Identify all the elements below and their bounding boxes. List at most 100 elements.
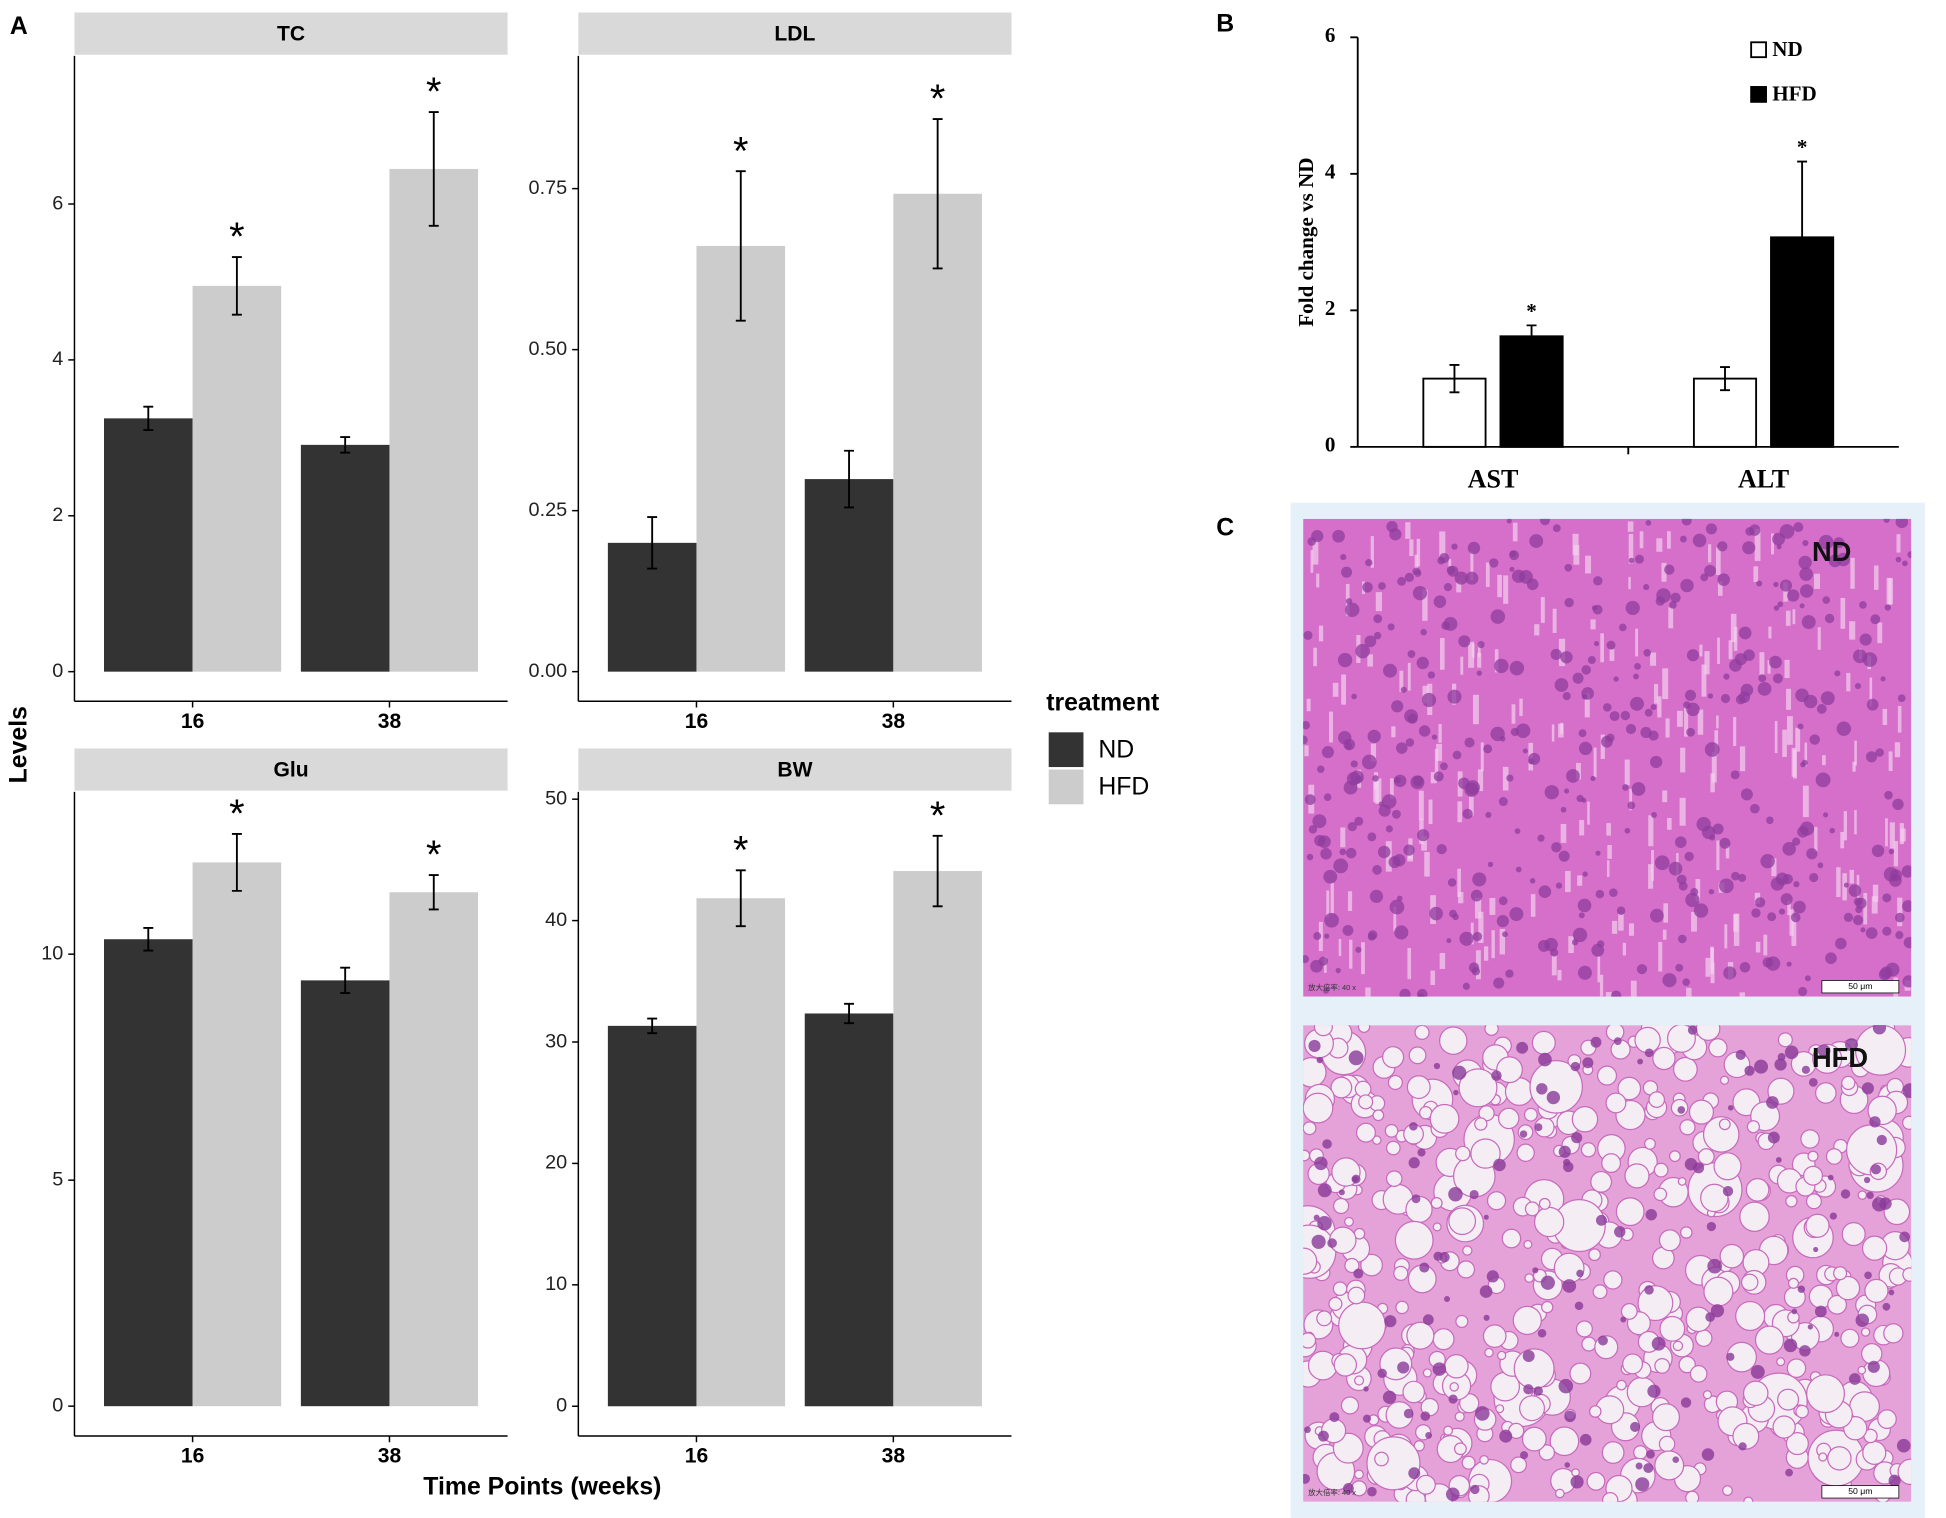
texture [1354, 1469, 1364, 1480]
texture [1469, 1189, 1479, 1200]
texture [1303, 955, 1310, 964]
texture [1902, 1115, 1912, 1130]
texture [1862, 1440, 1887, 1465]
texture [1403, 844, 1415, 856]
texture [1814, 1082, 1837, 1104]
texture [1489, 897, 1496, 915]
texture [1630, 980, 1637, 997]
texture [1407, 650, 1416, 658]
error-bar [735, 869, 746, 928]
x-tick-label: ALT [1738, 465, 1789, 494]
texture [1389, 899, 1405, 915]
texture [1516, 1143, 1535, 1162]
texture [1827, 1174, 1834, 1181]
texture [1365, 559, 1373, 567]
texture [1773, 581, 1779, 588]
texture [1393, 774, 1407, 788]
texture [1523, 1107, 1538, 1122]
texture [1454, 1411, 1465, 1422]
texture [1391, 700, 1404, 713]
texture [1457, 801, 1463, 823]
texture [1680, 747, 1686, 773]
texture [1378, 804, 1391, 817]
texture [1647, 1384, 1661, 1398]
texture [1711, 752, 1717, 783]
texture [1367, 832, 1377, 842]
texture [1425, 1431, 1433, 1439]
texture [1538, 939, 1550, 952]
texture [1475, 1406, 1490, 1421]
texture [1340, 554, 1347, 561]
texture [1377, 845, 1391, 859]
texture [1303, 721, 1311, 730]
texture [1578, 912, 1585, 919]
texture [1538, 885, 1552, 899]
texture [1324, 912, 1339, 928]
texture [1662, 668, 1669, 700]
texture [1622, 1353, 1644, 1375]
texture [1833, 1266, 1848, 1281]
texture [1793, 750, 1798, 779]
texture [1746, 1120, 1760, 1134]
texture [1829, 1212, 1837, 1220]
texture [1372, 1109, 1385, 1122]
texture [1814, 826, 1818, 852]
texture [1846, 672, 1851, 692]
texture [1362, 581, 1373, 593]
texture [1776, 1357, 1786, 1367]
texture [1549, 1426, 1580, 1457]
texture [1321, 746, 1334, 759]
texture [1668, 1150, 1681, 1163]
texture [1712, 823, 1724, 835]
texture [1902, 975, 1912, 988]
texture [1378, 801, 1384, 807]
texture [1588, 1405, 1602, 1418]
texture [1382, 1046, 1405, 1069]
texture [1464, 737, 1475, 748]
texture [1472, 872, 1487, 887]
texture [1351, 693, 1357, 700]
texture [1722, 1485, 1733, 1496]
texture [1554, 678, 1569, 692]
texture [1443, 1425, 1454, 1436]
texture [1877, 1409, 1897, 1429]
texture [1347, 1286, 1366, 1305]
panel-label: A [10, 13, 28, 40]
texture [1572, 939, 1579, 946]
texture [1864, 1278, 1889, 1304]
texture [1438, 724, 1442, 743]
texture [1806, 1374, 1846, 1414]
texture [1653, 1162, 1669, 1178]
y-tick-label: 0.00 [529, 660, 568, 682]
texture [1675, 963, 1684, 972]
texture [1801, 759, 1808, 766]
texture [1802, 539, 1809, 547]
texture [1849, 869, 1854, 884]
texture [1624, 827, 1631, 834]
texture [1562, 692, 1571, 701]
texture [1475, 950, 1481, 980]
legend-key [1048, 769, 1084, 805]
texture [1729, 659, 1742, 672]
texture [1358, 1094, 1374, 1110]
texture [1682, 978, 1690, 987]
texture [1454, 571, 1468, 585]
texture [1347, 891, 1353, 911]
texture [1313, 1214, 1320, 1221]
texture [1658, 1435, 1676, 1453]
texture [1396, 742, 1408, 754]
texture [1541, 1300, 1554, 1314]
texture [1519, 1395, 1546, 1422]
strip [578, 748, 1012, 791]
texture [1902, 560, 1908, 567]
texture [1581, 1336, 1597, 1352]
texture [1370, 536, 1374, 568]
legend-label: HFD [1098, 774, 1149, 801]
texture [1343, 1483, 1354, 1494]
significance: * [1797, 135, 1808, 159]
texture [1484, 1025, 1499, 1036]
texture [1468, 641, 1475, 668]
texture [1457, 868, 1461, 897]
texture [1718, 1118, 1731, 1131]
texture [1740, 1273, 1759, 1292]
